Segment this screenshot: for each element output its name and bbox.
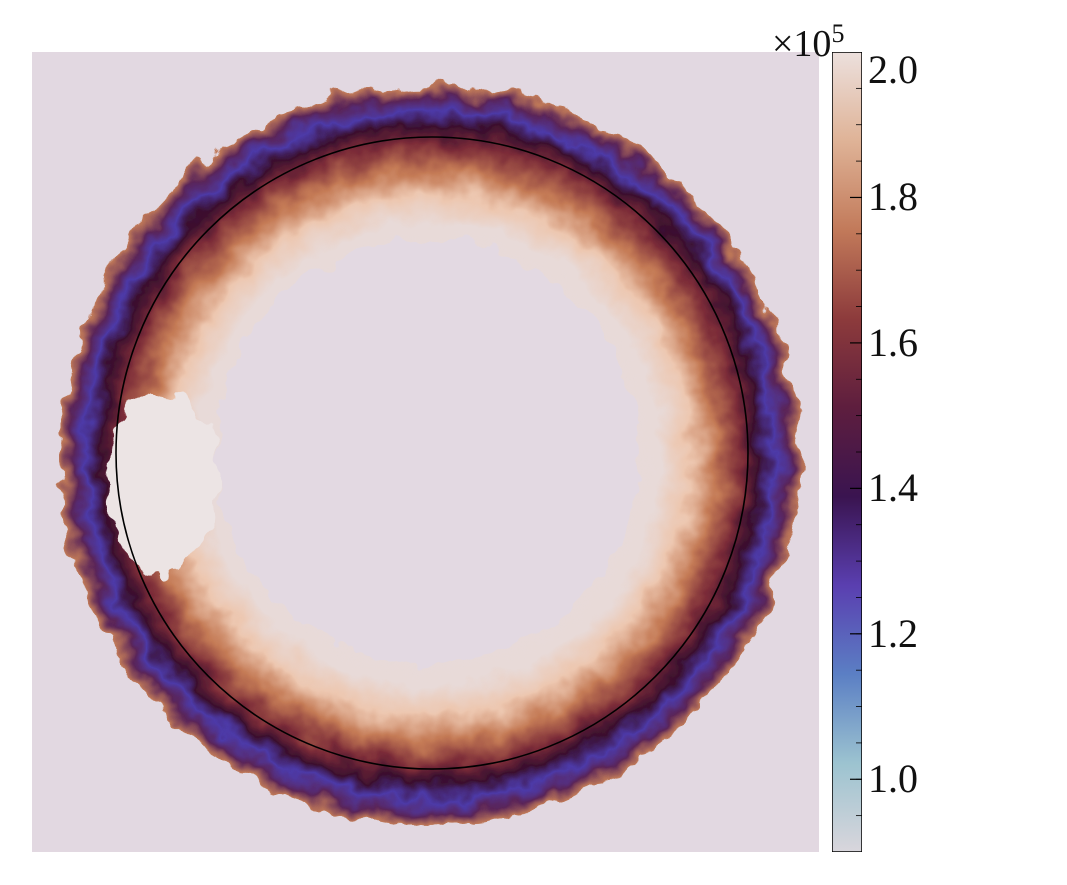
colorbar-tick-label: 1.6 — [868, 319, 918, 365]
reference-circle — [115, 136, 749, 770]
colorbar-tick-label: 1.4 — [868, 465, 918, 511]
colorbar-multiplier: ×105 — [772, 19, 845, 65]
colorbar-tick-label: 1.8 — [868, 174, 918, 220]
colorbar — [832, 52, 862, 852]
colorbar-tick-label: 1.0 — [868, 756, 918, 802]
colorbar-ticks — [850, 52, 862, 852]
inner-region — [215, 240, 639, 664]
colorbar-tick-label: 2.0 — [868, 47, 918, 92]
inner-bright-patch-left — [107, 392, 217, 572]
colorbar-tick-label: 1.2 — [868, 610, 918, 656]
density-field-image — [32, 52, 819, 852]
